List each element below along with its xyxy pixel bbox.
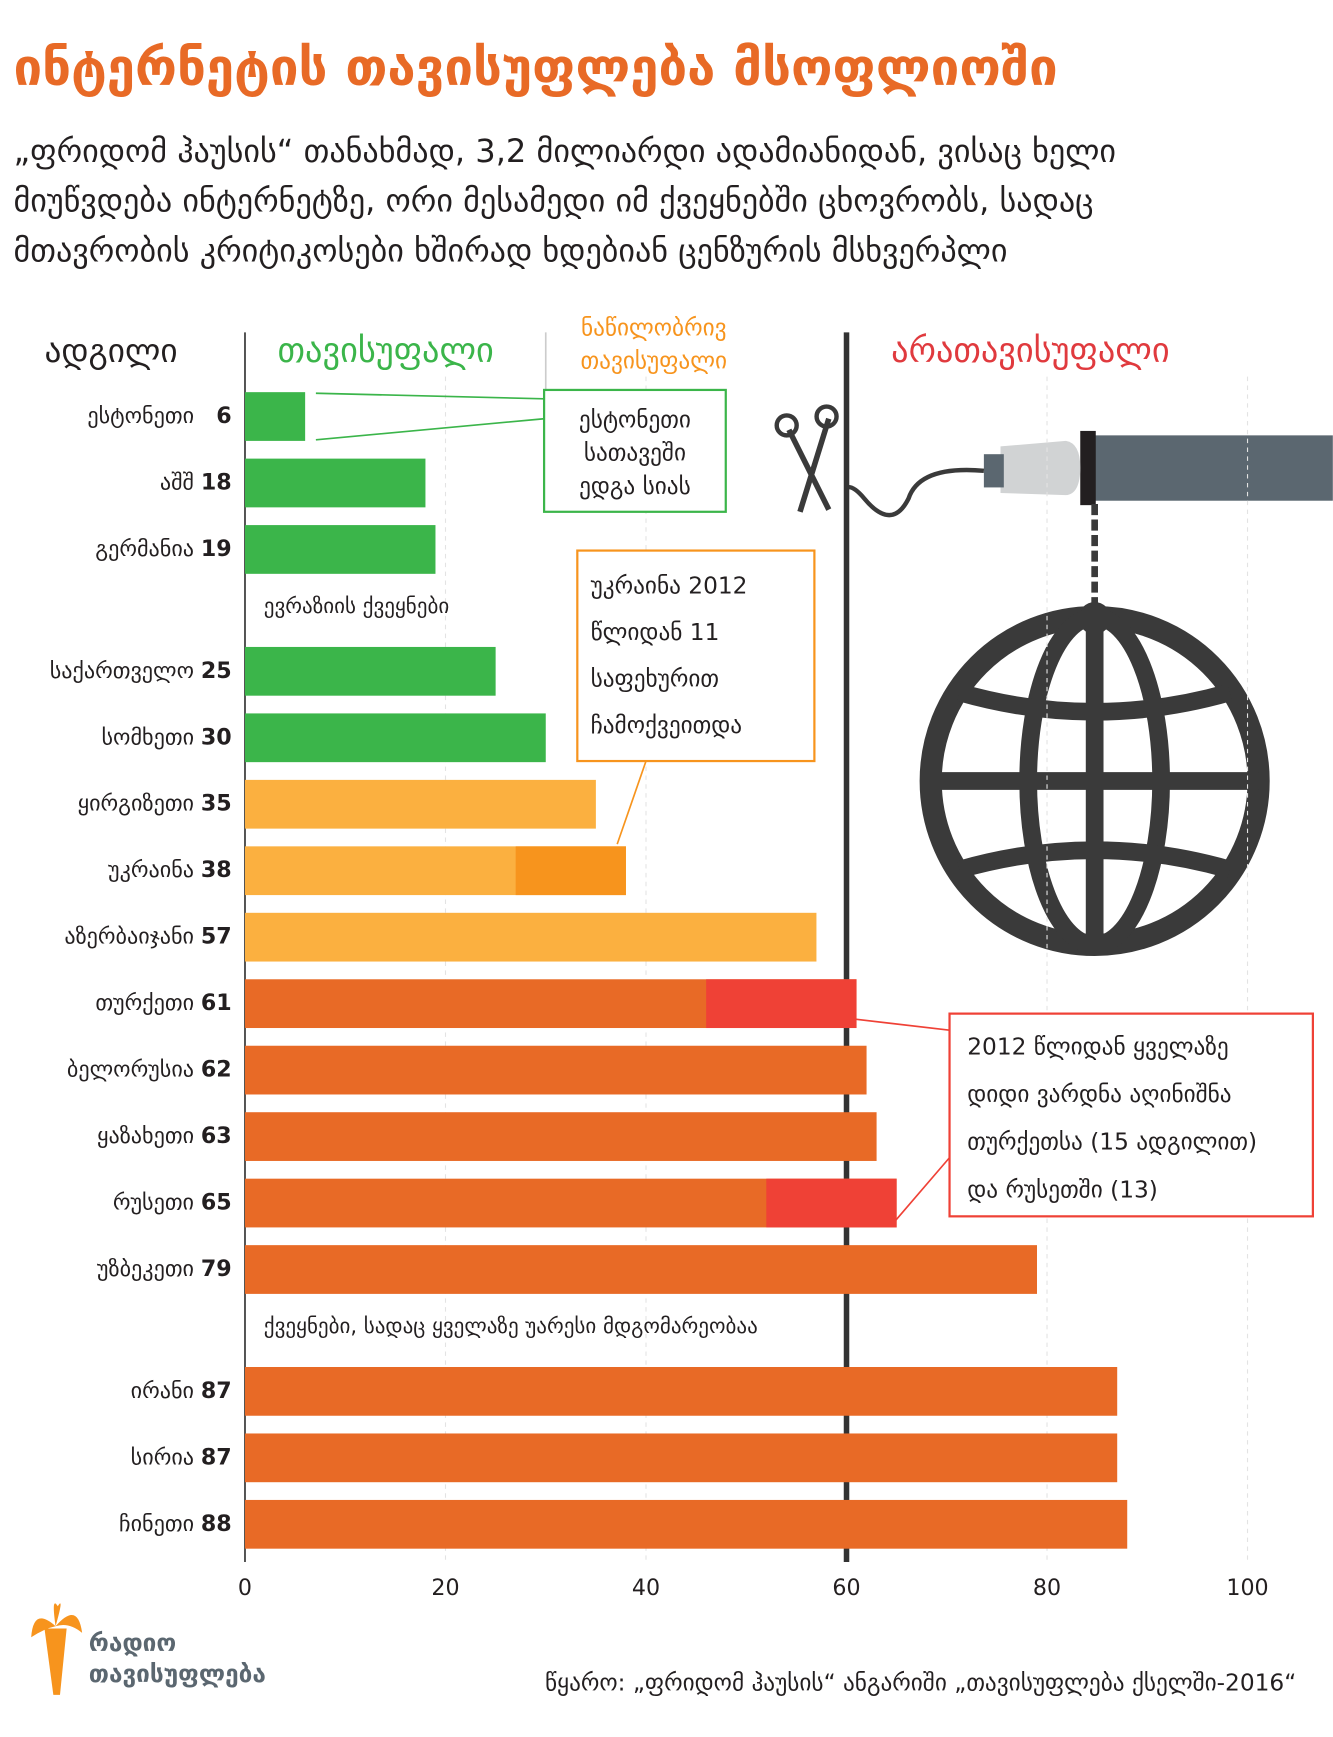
bar <box>244 1245 1037 1294</box>
value-label: 61 <box>201 990 232 1016</box>
x-tick-label: 60 <box>832 1575 860 1601</box>
callout-text: წლიდან 11 <box>591 619 720 646</box>
bar <box>244 1045 867 1095</box>
bar <box>244 458 426 508</box>
x-tick-label: 0 <box>238 1575 252 1601</box>
illustration <box>774 404 1333 957</box>
value-label: 87 <box>201 1444 232 1470</box>
subtitle: „ფრიდომ ჰაუსის“ თანახმად, 3,2 მილიარდი ა… <box>13 132 1116 170</box>
category-label: ყირგიზეთი <box>78 791 194 817</box>
category-label: სირია <box>131 1444 194 1470</box>
value-label: 6 <box>216 403 231 429</box>
zone-label: ნაწილობრივ <box>581 315 727 342</box>
category-label: რუსეთი <box>113 1190 194 1216</box>
logo-text: რადიო <box>89 1628 176 1657</box>
subtitle: მიუწვდება ინტერნეტზე, ორი მესამედი იმ ქვ… <box>13 182 1093 220</box>
subtitle: მთავრობის კრიტიკოსები ხშირად ხდებიან ცენ… <box>13 232 1007 270</box>
value-label: 63 <box>201 1123 232 1149</box>
value-label: 62 <box>201 1057 232 1083</box>
value-label: 79 <box>201 1256 232 1282</box>
zone-label: არათავისუფალი <box>891 331 1169 371</box>
logo-mark <box>31 1603 83 1695</box>
value-label: 35 <box>201 791 232 817</box>
category-label: ჩინეთი <box>119 1511 194 1537</box>
callout-text: უკრაინა 2012 <box>591 573 748 600</box>
value-label: 25 <box>201 658 232 684</box>
bar <box>244 1433 1118 1483</box>
callout-text: საფეხურით <box>591 666 719 693</box>
callout-text: 2012 წლიდან ყველაზე <box>967 1033 1229 1060</box>
category-label: ბელორუსია <box>67 1057 194 1083</box>
column-header: ადგილი <box>44 331 177 370</box>
callout-text: დიდი ვარდნა აღინიშნა <box>967 1081 1231 1108</box>
callout-text: სათავეში <box>584 440 686 467</box>
callout-text: და რუსეთში (13) <box>967 1176 1158 1203</box>
bar <box>244 1367 1118 1416</box>
x-tick-label: 40 <box>632 1575 660 1601</box>
group-label: ქვეყნები, სადაც ყველაზე უარესი მდგომარეო… <box>264 1313 758 1338</box>
value-label: 88 <box>201 1511 232 1537</box>
zone-label: თავისუფალი <box>278 331 494 371</box>
category-label: ესტონეთი <box>87 403 194 429</box>
category-label: უკრაინა <box>108 857 194 883</box>
x-tick-label: 80 <box>1033 1575 1061 1601</box>
callout-connector <box>616 760 647 845</box>
logo-text: თავისუფლება <box>89 1659 266 1688</box>
bar <box>244 912 817 962</box>
source: წყარო: „ფრიდომ ჰაუსის“ ანგარიში „თავისუფ… <box>545 1669 1296 1696</box>
category-label: უზბეკეთი <box>97 1256 194 1282</box>
bar <box>244 779 596 829</box>
callout-text: ესტონეთი <box>579 406 691 433</box>
category-label: აზერბაიჯანი <box>64 924 194 950</box>
callout-box <box>576 549 816 763</box>
category-label: ირანი <box>131 1378 194 1404</box>
callout-box <box>948 1012 1314 1218</box>
x-tick-label: 100 <box>1226 1575 1268 1601</box>
zone-label: თავისუფალი <box>581 348 727 375</box>
value-label: 87 <box>201 1378 232 1404</box>
category-label: საქართველო <box>50 658 194 684</box>
callout-box <box>542 388 727 513</box>
bar <box>244 1112 877 1161</box>
value-label: 19 <box>201 536 232 562</box>
callout-text: ედგა სიას <box>579 473 691 500</box>
bar <box>244 525 436 574</box>
category-label: ყაზახეთი <box>97 1123 194 1149</box>
group-label: ევრაზიის ქვეყნები <box>264 593 449 618</box>
value-label: 18 <box>201 469 232 495</box>
category-label: აშშ <box>160 469 194 495</box>
category-label: გერმანია <box>95 536 194 562</box>
bar <box>244 392 306 441</box>
category-label: თურქეთი <box>95 990 194 1016</box>
value-label: 65 <box>201 1190 232 1216</box>
value-label: 38 <box>201 857 232 883</box>
bar <box>244 713 546 763</box>
x-tick-label: 20 <box>431 1575 459 1601</box>
callout-text: ჩამოქვეითდა <box>591 712 743 739</box>
bar <box>244 646 496 696</box>
category-label: სომხეთი <box>101 724 194 750</box>
value-label: 57 <box>201 924 232 950</box>
callout-connector <box>315 392 545 441</box>
callout-connector <box>855 1018 951 1222</box>
chart-title: ინტერნეტის თავისუფლება მსოფლიოში <box>13 39 1057 98</box>
value-label: 30 <box>201 724 232 750</box>
change-segment <box>766 1178 897 1228</box>
callout-text: თურქეთსა (15 ადგილით) <box>967 1129 1257 1156</box>
change-segment <box>515 846 626 896</box>
bar <box>244 1499 1128 1549</box>
change-segment <box>706 979 857 1029</box>
